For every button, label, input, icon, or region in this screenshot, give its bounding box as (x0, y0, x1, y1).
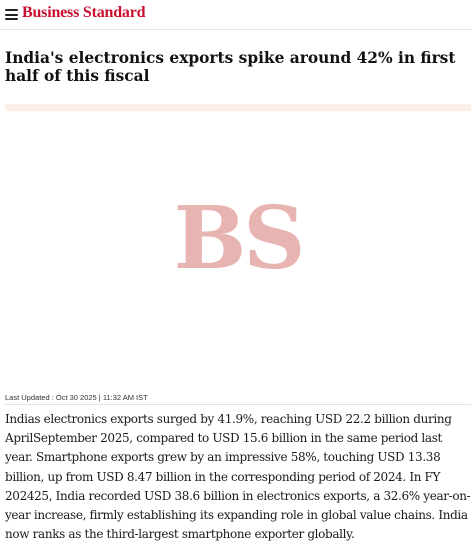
hamburger-menu-icon[interactable] (5, 9, 18, 20)
site-header: Business Standard (0, 0, 472, 30)
bs-logo-placeholder: BS (173, 188, 306, 289)
site-logo[interactable]: Business Standard (22, 4, 146, 21)
article-image-placeholder: BS (5, 104, 471, 384)
article-headline: India's electronics exports spike around… (5, 49, 456, 85)
last-updated-timestamp: Last Updated : Oct 30 2025 | 11:32 AM IS… (5, 393, 148, 402)
divider (5, 404, 471, 405)
article-body-paragraph: Indias electronics exports surged by 41.… (5, 412, 471, 542)
